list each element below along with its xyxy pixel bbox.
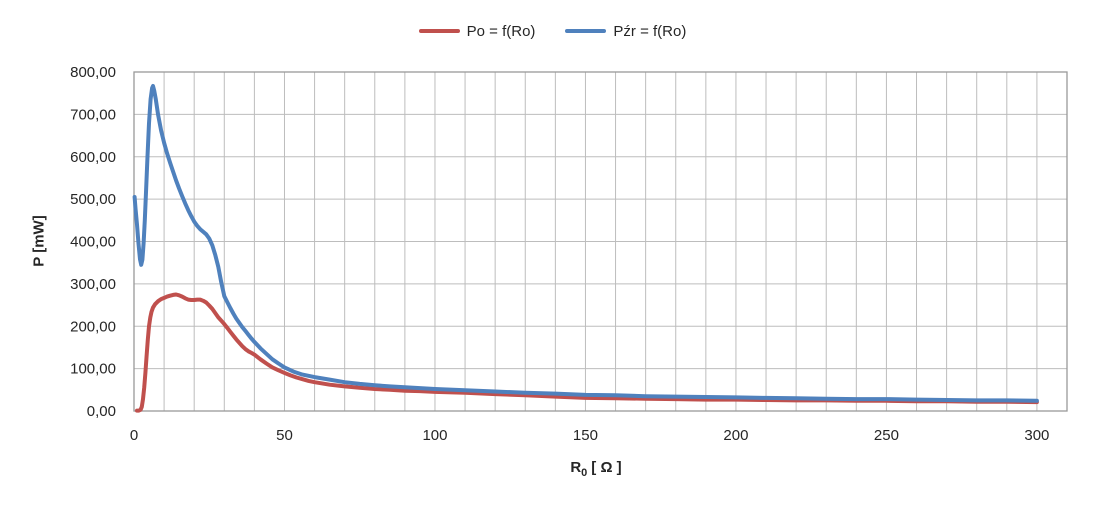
x-tick-label: 100 <box>422 427 447 444</box>
y-tick-label: 300,00 <box>70 276 116 293</box>
legend-line-swatch-po <box>418 29 460 33</box>
legend-item-po[interactable]: Po = f(Ro) <box>418 22 536 40</box>
legend-label-pzr: Pźr = f(Ro) <box>613 22 687 40</box>
x-tick-label: 300 <box>1024 427 1049 444</box>
y-tick-label: 500,00 <box>70 191 116 208</box>
x-axis-title-sub: 0 <box>581 467 588 479</box>
x-axis-title-base: R <box>570 459 582 476</box>
x-tick-label: 250 <box>874 427 899 444</box>
x-tick-label: 0 <box>130 427 138 444</box>
y-tick-label: 600,00 <box>70 149 116 166</box>
x-axis-title-unit: [ Ω ] <box>591 459 622 476</box>
series-line-pzr <box>132 84 1039 403</box>
y-tick-label: 400,00 <box>70 234 116 251</box>
y-tick-label: 800,00 <box>70 64 116 81</box>
x-axis-title: R0[ Ω ] <box>570 459 621 479</box>
legend: Po = f(Ro) Pźr = f(Ro) <box>0 18 1105 44</box>
x-tick-label: 50 <box>276 427 293 444</box>
y-tick-label: 200,00 <box>70 318 116 335</box>
legend-label-po: Po = f(Ro) <box>466 22 536 40</box>
y-tick-label: 700,00 <box>70 106 116 123</box>
y-tick-label: 100,00 <box>70 361 116 378</box>
series-line-po <box>135 292 1039 413</box>
plot-border <box>133 71 1068 412</box>
x-tick-label: 150 <box>573 427 598 444</box>
y-axis-title: P [mW] <box>30 215 48 267</box>
y-tick-label: 0,00 <box>87 403 116 420</box>
legend-item-pzr[interactable]: Pźr = f(Ro) <box>565 23 686 40</box>
x-tick-label: 200 <box>723 427 748 444</box>
legend-line-swatch-pzr <box>565 29 607 33</box>
